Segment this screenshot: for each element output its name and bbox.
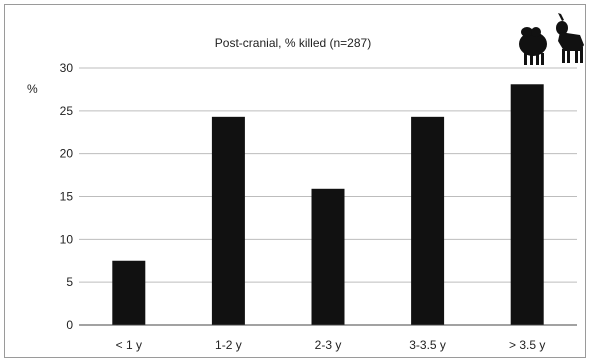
bar	[211, 116, 245, 325]
bar	[510, 84, 544, 325]
y-tick-label: 5	[66, 275, 73, 289]
chart-frame: Post-cranial, % killed (n=287) % 0 5 10 15 2…	[4, 4, 586, 358]
x-tick-label: 2-3 y	[315, 338, 342, 352]
goat-icon	[556, 13, 584, 63]
bar	[411, 116, 445, 325]
sheep-icon	[519, 27, 547, 65]
bar	[311, 188, 345, 325]
y-tick-label: 20	[60, 147, 74, 161]
x-tick-label: 1-2 y	[215, 338, 242, 352]
y-tick-label: 30	[60, 61, 74, 75]
x-axis-ticks: < 1 y 1-2 y 2-3 y 3-3.5 y > 3.5 y	[116, 338, 546, 352]
y-axis-ticks: 0 5 10 15 20 25 30	[60, 61, 74, 332]
x-tick-label: > 3.5 y	[509, 338, 545, 352]
bar	[112, 260, 146, 325]
y-tick-label: 0	[66, 318, 73, 332]
x-tick-label: < 1 y	[116, 338, 142, 352]
bar-chart: Post-cranial, % killed (n=287) % 0 5 10 15 2…	[27, 13, 584, 352]
y-tick-label: 25	[60, 104, 74, 118]
y-tick-label: 10	[60, 232, 74, 246]
bars	[112, 84, 544, 325]
x-tick-label: 3-3.5 y	[409, 338, 446, 352]
y-tick-label: 15	[60, 190, 74, 204]
y-axis-label: %	[27, 82, 38, 96]
chart-title: Post-cranial, % killed (n=287)	[215, 36, 371, 50]
